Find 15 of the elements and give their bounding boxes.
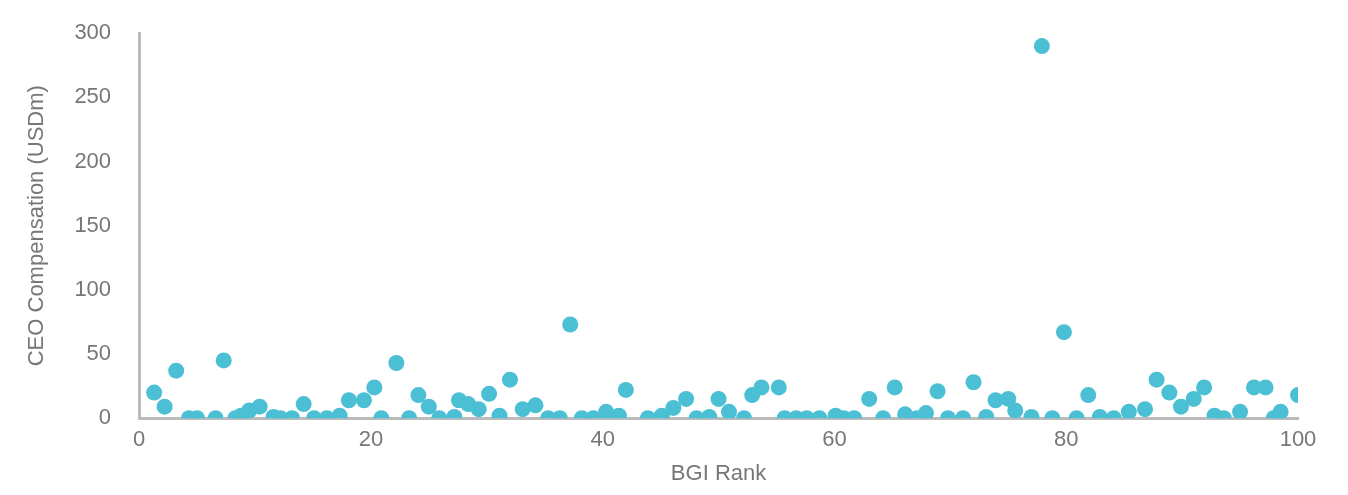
y-tick-label: 0 (98, 404, 112, 430)
y-axis-title: CEO Compensation (USDm) (23, 85, 49, 367)
y-tick-label: 300 (74, 19, 112, 45)
x-tick-label: 80 (1053, 426, 1079, 452)
x-tick-label: 20 (358, 426, 384, 452)
x-tick-label: 40 (590, 426, 615, 452)
y-tick-label: 100 (74, 275, 112, 301)
y-tick-label: 150 (74, 211, 112, 237)
x-tick-label: 60 (822, 426, 847, 452)
y-tick-label: 200 (74, 147, 112, 173)
x-axis-title: BGI Rank (670, 459, 768, 485)
x-tick-label: 100 (1279, 426, 1317, 452)
x-tick-label: 0 (132, 426, 146, 452)
y-tick-label: 50 (86, 340, 112, 366)
y-tick-label: 250 (74, 83, 112, 109)
